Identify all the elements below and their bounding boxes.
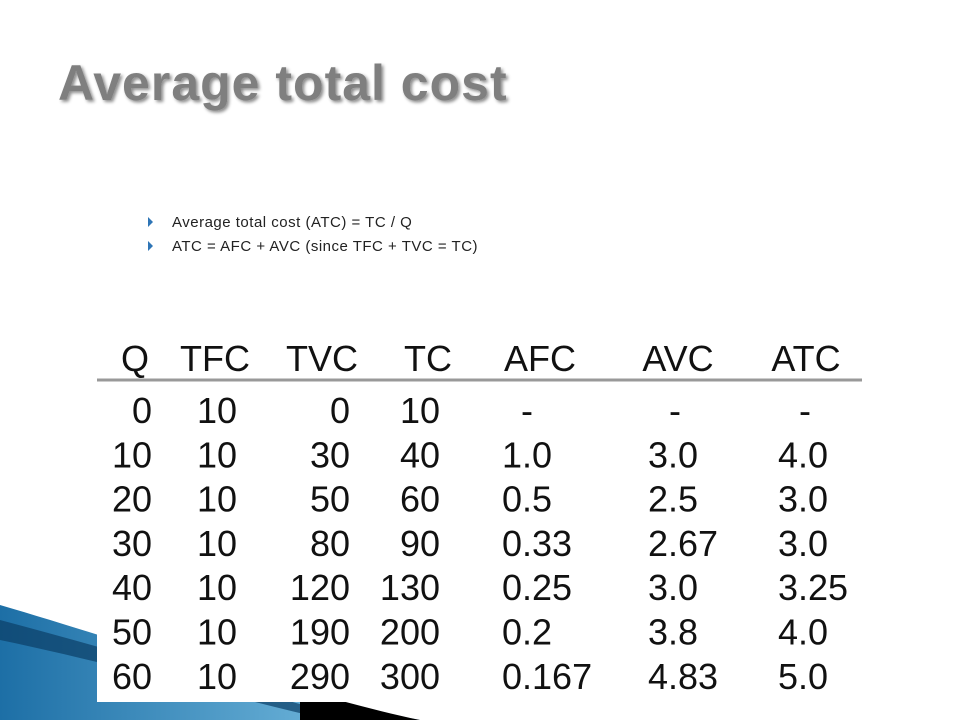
table-cell: 4.0 (778, 612, 828, 653)
table-cell: - (799, 390, 811, 431)
table-cell: 3.25 (778, 567, 848, 608)
table-cell: 1.0 (502, 434, 552, 475)
bullet-list: Average total cost (ATC) = TC / Q ATC = A… (148, 214, 478, 255)
table-cell: 0 (330, 390, 350, 431)
table-cell: 0.25 (502, 567, 572, 608)
table-cell: 5.0 (778, 656, 828, 697)
column-header: AFC (504, 338, 576, 379)
table-cell: 2.67 (648, 523, 718, 564)
table-cell: 50 (310, 479, 350, 520)
table-cell: 200 (380, 612, 440, 653)
column-header: ATC (771, 338, 840, 379)
table-cell: 10 (400, 390, 440, 431)
table-cell: 40 (400, 434, 440, 475)
table-cell: 0.2 (502, 612, 552, 653)
table-cell: 10 (197, 434, 237, 475)
table-cell: 4.0 (778, 434, 828, 475)
table-cell: 60 (400, 479, 440, 520)
bullet-text: ATC = AFC + AVC (since TFC + TVC = TC) (172, 238, 478, 255)
table-cell: 130 (380, 567, 440, 608)
table-cell: - (521, 390, 533, 431)
table-cell: 0.5 (502, 479, 552, 520)
table-cell: 30 (112, 523, 152, 564)
table-background (97, 330, 865, 702)
table-cell: 3.0 (648, 567, 698, 608)
table-cell: 90 (400, 523, 440, 564)
table-cell: 3.0 (778, 479, 828, 520)
column-header: TFC (180, 338, 250, 379)
column-header: Q (121, 338, 149, 379)
table-cell: 2.5 (648, 479, 698, 520)
column-header: AVC (642, 338, 713, 379)
table-cell: 0.33 (502, 523, 572, 564)
column-header: TC (404, 338, 452, 379)
table-cell: 30 (310, 434, 350, 475)
table-cell: 3.0 (648, 434, 698, 475)
table-cell: 3.8 (648, 612, 698, 653)
table-cell: 10 (197, 523, 237, 564)
table-cell: 80 (310, 523, 350, 564)
table-cell: 10 (197, 479, 237, 520)
table-cell: 190 (290, 612, 350, 653)
table-cell: 50 (112, 612, 152, 653)
table-cell: 10 (197, 612, 237, 653)
table-cell: 0 (132, 390, 152, 431)
slide-title: Average total cost (58, 55, 508, 111)
table-cell: 10 (197, 656, 237, 697)
table-cell: 40 (112, 567, 152, 608)
table-cell: 10 (197, 567, 237, 608)
table-cell: - (669, 390, 681, 431)
table-cell: 290 (290, 656, 350, 697)
wave (300, 690, 420, 720)
bullet-text: Average total cost (ATC) = TC / Q (172, 214, 412, 231)
wave (0, 620, 360, 720)
column-header: TVC (286, 338, 358, 379)
table-cell: 20 (112, 479, 152, 520)
bullet-marker (148, 241, 153, 251)
table-cell: 120 (290, 567, 350, 608)
table-cell: 3.0 (778, 523, 828, 564)
table-cell: 60 (112, 656, 152, 697)
bullet-marker (148, 217, 153, 227)
table-cell: 300 (380, 656, 440, 697)
table-cell: 0.167 (502, 656, 592, 697)
table-cell: 4.83 (648, 656, 718, 697)
table-cell: 10 (112, 434, 152, 475)
table-cell: 10 (197, 390, 237, 431)
